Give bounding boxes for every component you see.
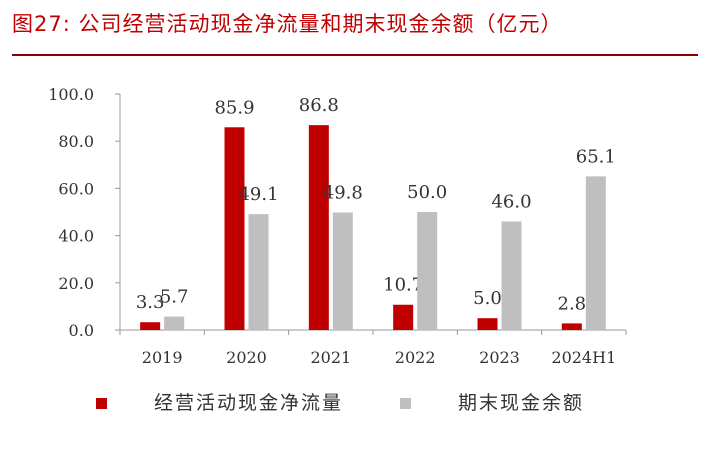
ending-cash-balance-bar bbox=[585, 176, 606, 330]
ending-cash-balance-bar bbox=[417, 212, 438, 330]
y-tick-label: 100.0 bbox=[48, 85, 94, 104]
operating-cash-flow-bar bbox=[308, 125, 329, 330]
operating-cash-flow-data-label: 86.8 bbox=[299, 95, 339, 116]
operating-cash-flow-data-label: 2.8 bbox=[558, 293, 587, 314]
ending-cash-balance-bar bbox=[164, 316, 185, 330]
x-tick-label: 2020 bbox=[226, 348, 267, 367]
title-divider bbox=[12, 54, 698, 56]
ending-cash-balance-data-label: 50.0 bbox=[407, 182, 447, 203]
ending-cash-balance-data-label: 65.1 bbox=[576, 146, 616, 167]
operating-cash-flow-bar bbox=[561, 323, 582, 330]
ending-cash-balance-data-label: 49.8 bbox=[323, 182, 363, 203]
y-tick-label: 20.0 bbox=[58, 274, 94, 293]
ending-cash-balance-data-label: 49.1 bbox=[238, 184, 278, 205]
legend-swatch-ending-cash-balance bbox=[400, 398, 411, 409]
legend-swatch-operating-cash-flow bbox=[96, 398, 107, 409]
legend-label-ending-cash-balance: 期末现金余额 bbox=[458, 392, 584, 414]
y-tick-label: 40.0 bbox=[58, 227, 94, 246]
operating-cash-flow-data-label: 3.3 bbox=[136, 292, 165, 313]
ending-cash-balance-bar bbox=[248, 214, 269, 330]
operating-cash-flow-data-label: 85.9 bbox=[214, 97, 254, 118]
operating-cash-flow-bar bbox=[224, 127, 245, 330]
legend-label-operating-cash-flow: 经营活动现金净流量 bbox=[154, 392, 343, 414]
operating-cash-flow-data-label: 10.7 bbox=[383, 275, 423, 296]
ending-cash-balance-data-label: 5.7 bbox=[160, 287, 189, 308]
ending-cash-balance-data-label: 46.0 bbox=[491, 191, 531, 212]
y-tick-label: 60.0 bbox=[58, 179, 94, 198]
chart-title: 图27: 公司经营活动现金净流量和期末现金余额（亿元） bbox=[12, 12, 563, 36]
x-tick-label: 2023 bbox=[479, 348, 520, 367]
ending-cash-balance-bar bbox=[332, 212, 353, 330]
x-tick-label: 2019 bbox=[142, 348, 183, 367]
x-tick-label: 2022 bbox=[395, 348, 436, 367]
operating-cash-flow-bar bbox=[477, 318, 498, 330]
operating-cash-flow-data-label: 5.0 bbox=[473, 288, 502, 309]
operating-cash-flow-bar bbox=[140, 322, 161, 330]
y-tick-label: 0.0 bbox=[69, 321, 94, 340]
x-tick-label: 2021 bbox=[310, 348, 351, 367]
operating-cash-flow-bar bbox=[393, 304, 414, 330]
ending-cash-balance-bar bbox=[501, 221, 522, 330]
y-tick-label: 80.0 bbox=[58, 132, 94, 151]
x-tick-label: 2024H1 bbox=[551, 348, 616, 367]
